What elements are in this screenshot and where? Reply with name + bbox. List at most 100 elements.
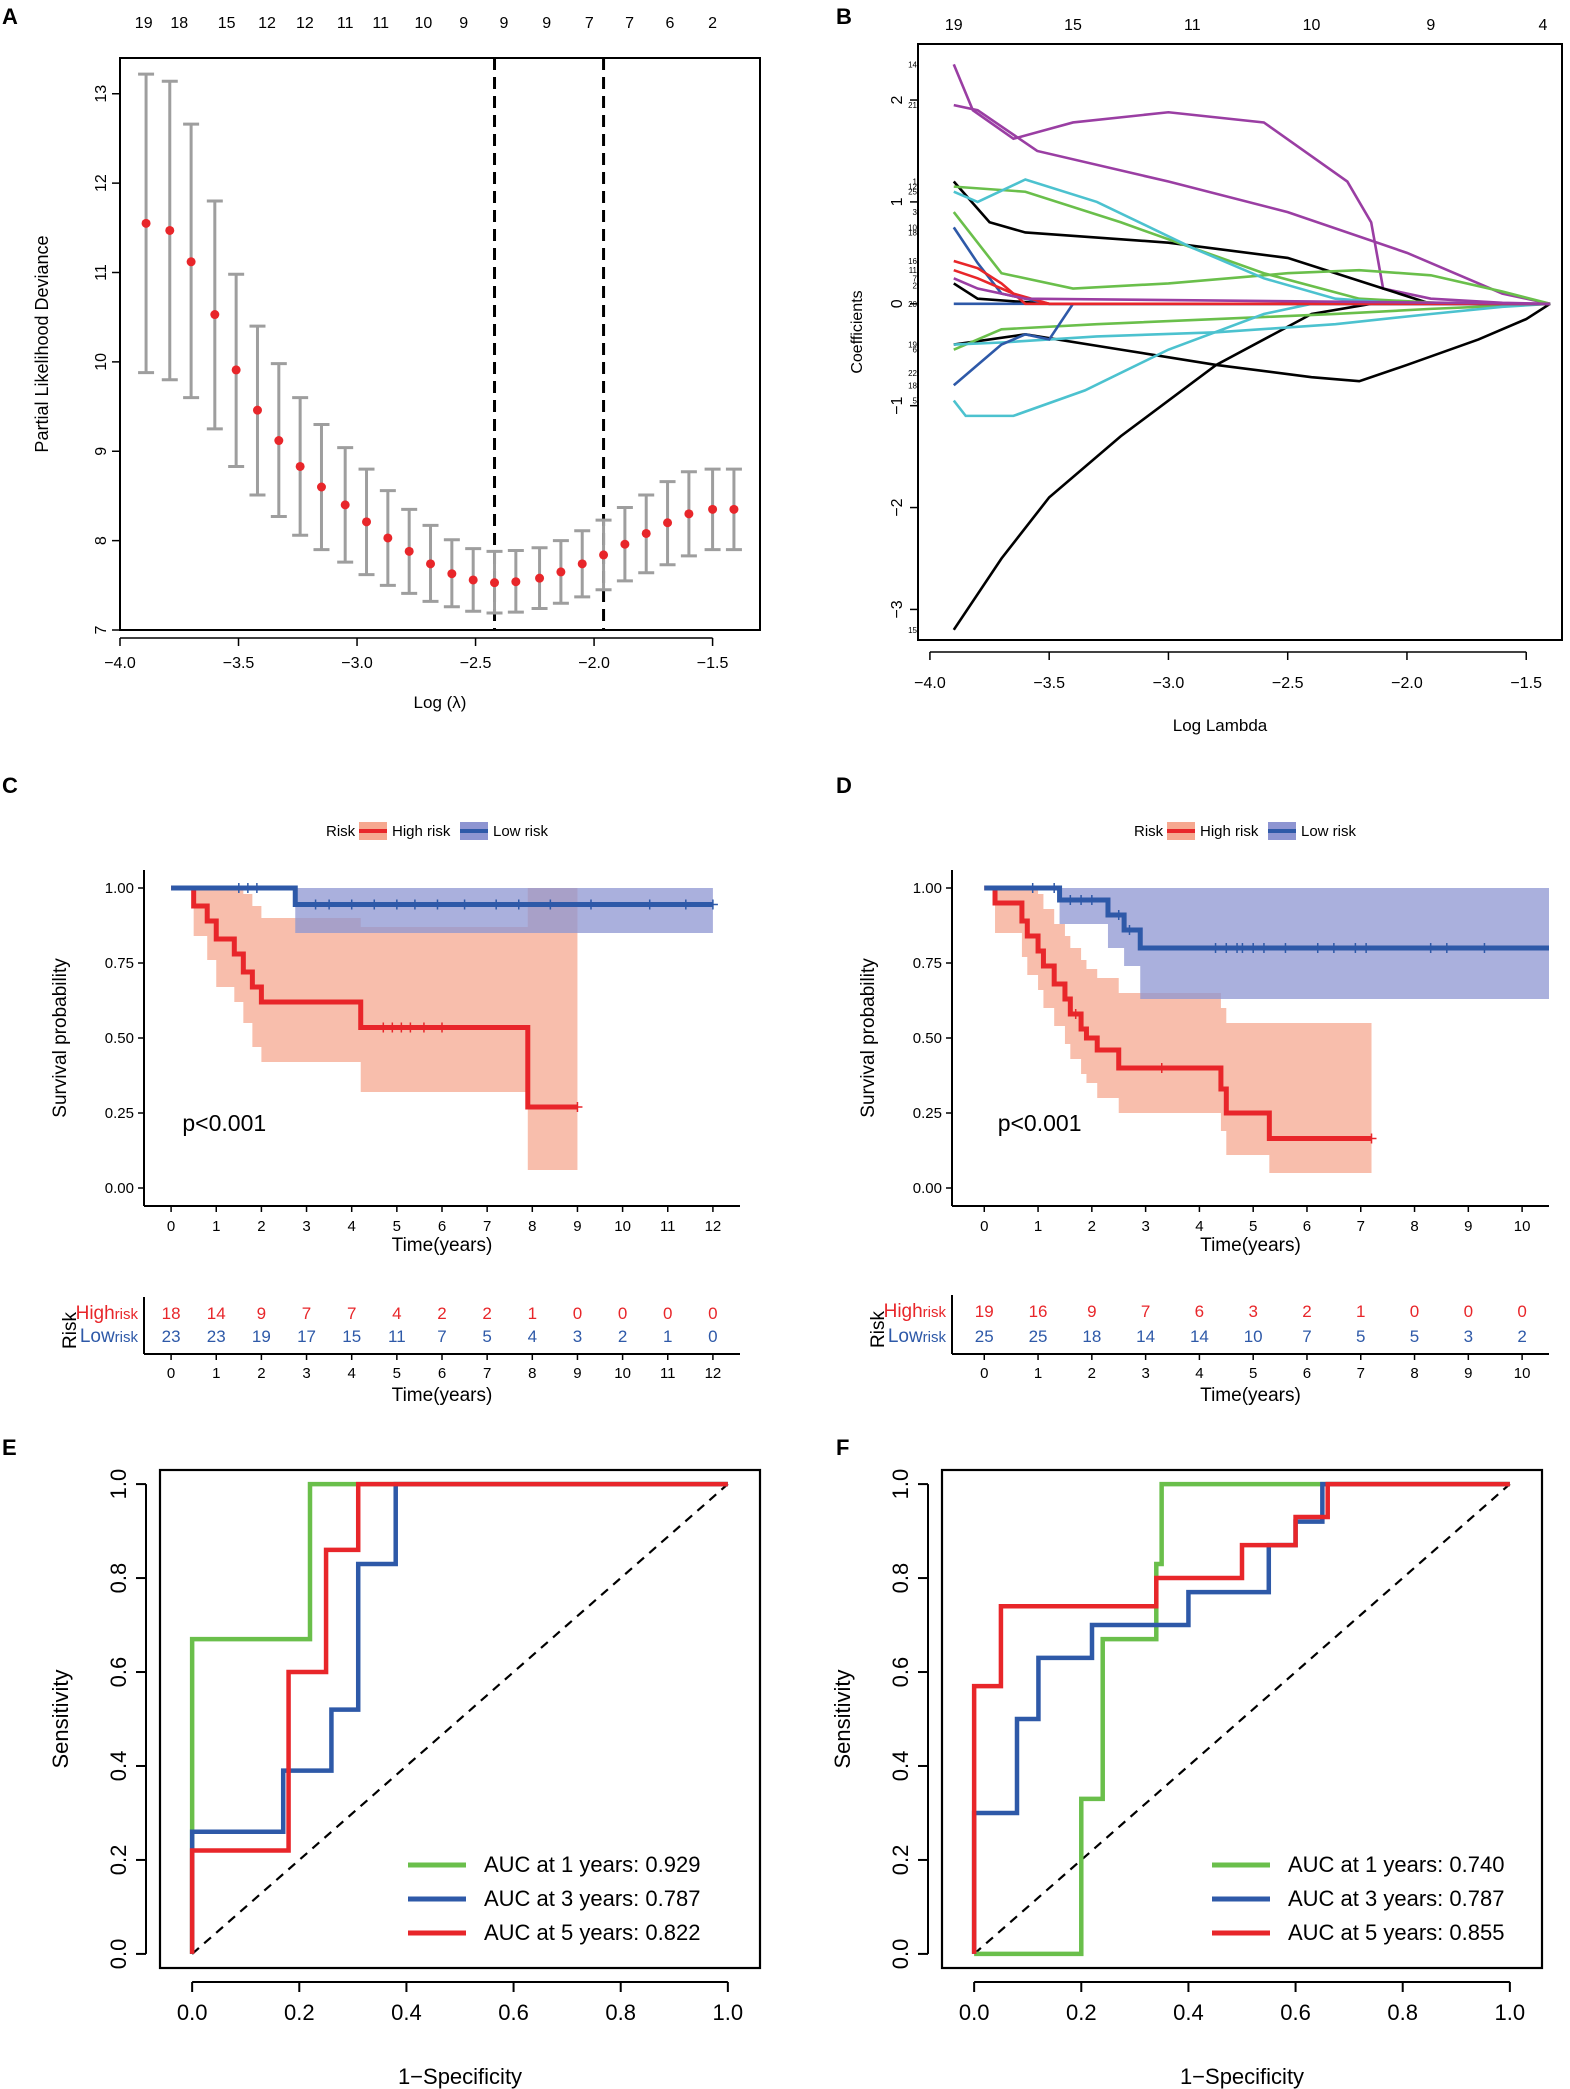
survival-curve-low — [171, 885, 713, 907]
risk-count: 5 — [1410, 1327, 1419, 1346]
x-tick-label: 7 — [1357, 1218, 1365, 1235]
deviance-point — [362, 517, 372, 527]
risk-count: 10 — [1244, 1327, 1263, 1346]
top-count-label: 18 — [170, 15, 188, 32]
x-axis-title: 1−Specificity — [398, 2064, 522, 2089]
x-tick-label: −2.0 — [1391, 675, 1423, 692]
x-tick-label: 12 — [705, 1218, 722, 1235]
x-tick-label: 0 — [167, 1218, 175, 1235]
risk-count: 7 — [347, 1304, 356, 1323]
panel-label-e: E — [2, 1435, 17, 1460]
y-tick-label: 0.2 — [888, 1845, 913, 1876]
confidence-band-low — [171, 888, 713, 933]
risk-x-tick-label: 7 — [1357, 1365, 1365, 1382]
y-axis-title: Sensitivity — [48, 1669, 73, 1768]
risk-row-group: High — [76, 1303, 115, 1324]
legend-title: Risk — [1134, 823, 1164, 840]
risk-count: 25 — [975, 1327, 994, 1346]
x-tick-label: 0.0 — [177, 2000, 208, 2025]
x-tick-label: 0 — [980, 1218, 988, 1235]
coefficient-path — [953, 277, 1551, 306]
risk-row-suffix: risk — [115, 1306, 139, 1323]
top-count-label: 11 — [337, 15, 354, 32]
roc-curve-red — [971, 1481, 1510, 1954]
variable-index-label: 2 — [913, 281, 918, 290]
y-axis-title: Partial Likelihood Deviance — [32, 235, 52, 452]
x-tick-label: −2.5 — [460, 655, 492, 672]
y-axis-title: Survival probability — [858, 958, 879, 1118]
x-tick-label: 10 — [614, 1218, 631, 1235]
risk-count: 4 — [392, 1304, 401, 1323]
risk-count: 4 — [528, 1327, 537, 1346]
deviance-point — [340, 500, 350, 510]
risk-count: 7 — [437, 1327, 446, 1346]
risk-count: 6 — [1195, 1302, 1204, 1321]
y-tick-label: 0.25 — [913, 1105, 942, 1122]
y-tick-label: 0.6 — [106, 1657, 131, 1688]
deviance-point — [252, 405, 262, 415]
risk-row-suffix: risk — [923, 1329, 947, 1346]
deviance-point — [556, 567, 566, 577]
risk-count: 5 — [482, 1327, 491, 1346]
x-tick-label: 9 — [1464, 1218, 1472, 1235]
x-axis: 0 1 2 3 4 5 6 7 8 9 10 — [952, 1205, 1549, 1235]
risk-count: 15 — [342, 1327, 361, 1346]
y-tick-label: −2 — [889, 498, 906, 516]
x-tick-label: 0.6 — [1280, 2000, 1311, 2025]
risk-count: 0 — [708, 1304, 717, 1323]
y-tick-label: 12 — [93, 174, 110, 192]
deviance-point — [577, 559, 587, 569]
y-tick-label: 0.0 — [106, 1939, 131, 1970]
variable-index-label: 6 — [913, 346, 918, 355]
deviance-point — [663, 518, 673, 528]
risk-table-title: Risk — [868, 1311, 889, 1348]
x-axis: −4.0 −3.5 −3.0 −2.5 −2.0 −1.5 — [104, 637, 728, 672]
legend-label: AUC at 5 years: 0.855 — [1288, 1920, 1504, 1945]
risk-x-tick-label: 7 — [483, 1365, 491, 1382]
x-axis: −4.0 −3.5 −3.0 −2.5 −2.0 −1.5 — [914, 651, 1542, 692]
risk-count: 9 — [1087, 1302, 1096, 1321]
risk-x-tick-label: 2 — [257, 1365, 265, 1382]
deviance-point — [535, 573, 545, 583]
x-tick-label: 9 — [573, 1218, 581, 1235]
x-tick-label: 2 — [257, 1218, 265, 1235]
y-tick-label: 10 — [93, 353, 110, 371]
deviance-point — [316, 482, 326, 492]
risk-count: 2 — [1517, 1327, 1526, 1346]
variable-index-label: 19 — [908, 341, 917, 350]
risk-count: 11 — [388, 1327, 406, 1346]
deviance-point — [141, 218, 151, 228]
legend: Risk High risk Low risk — [1134, 822, 1357, 840]
coefficient-path — [953, 268, 1551, 306]
risk-count: 2 — [1302, 1302, 1311, 1321]
x-tick-label: 1.0 — [713, 2000, 744, 2025]
deviance-point — [404, 546, 414, 556]
y-tick-label: 0.25 — [105, 1105, 134, 1122]
legend: AUC at 1 years: 0.740 AUC at 3 years: 0.7… — [1212, 1852, 1504, 1945]
risk-row-suffix: risk — [923, 1304, 947, 1321]
top-count-label: 9 — [459, 15, 468, 32]
top-count-label: 2 — [708, 15, 717, 32]
x-tick-label: 1.0 — [1495, 2000, 1526, 2025]
coefficient-path — [953, 302, 1551, 346]
top-count-label: 19 — [135, 15, 153, 32]
top-count-label: 12 — [258, 15, 276, 32]
y-tick-label: −3 — [889, 600, 906, 618]
x-tick-label: −3.0 — [341, 655, 373, 672]
risk-count: 23 — [207, 1327, 226, 1346]
legend-label-low: Low risk — [1301, 823, 1357, 840]
panel-label-f: F — [836, 1435, 849, 1460]
roc-curve-green — [974, 1481, 1510, 1957]
x-tick-label: 3 — [302, 1218, 310, 1235]
risk-count: 14 — [1136, 1327, 1155, 1346]
x-tick-label: 2 — [1088, 1218, 1096, 1235]
x-axis: 0 1 2 3 4 5 6 7 8 9 10 11 12 — [144, 1205, 740, 1235]
risk-x-tick-label: 11 — [660, 1365, 676, 1382]
top-count-label: 10 — [1303, 17, 1321, 34]
risk-row-group: Low — [80, 1326, 115, 1347]
x-axis-title: 1−Specificity — [1180, 2064, 1304, 2089]
x-tick-label: 0.4 — [1173, 2000, 1204, 2025]
